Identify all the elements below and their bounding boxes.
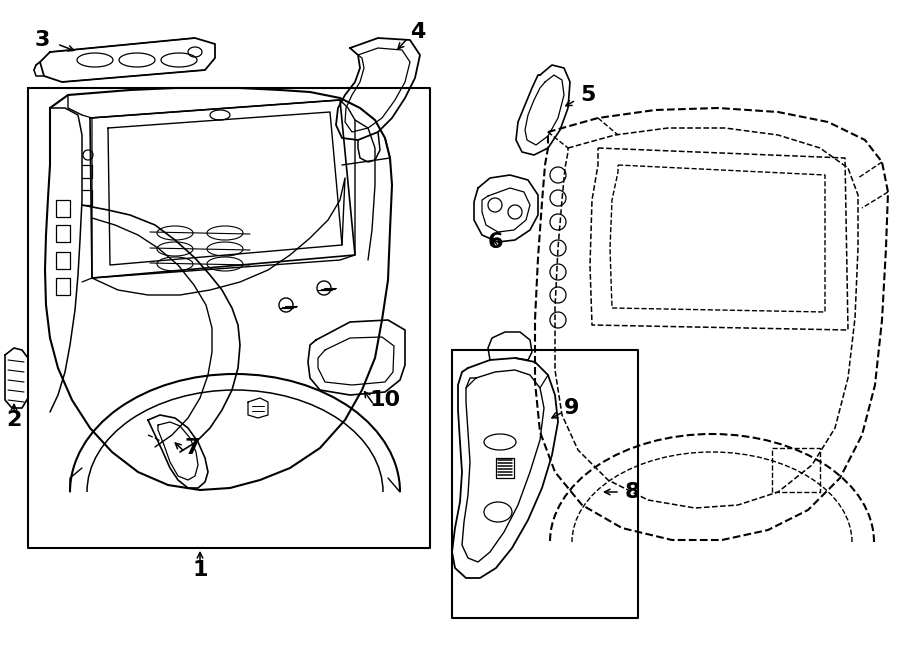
Text: 8: 8 <box>625 482 640 502</box>
Text: 10: 10 <box>369 390 400 410</box>
Text: 2: 2 <box>6 410 22 430</box>
Text: 6: 6 <box>487 232 503 252</box>
Text: 4: 4 <box>410 22 426 42</box>
Text: 9: 9 <box>564 398 580 418</box>
Text: 5: 5 <box>580 85 596 105</box>
Text: 3: 3 <box>34 30 50 50</box>
Text: 1: 1 <box>193 560 208 580</box>
Text: 7: 7 <box>184 438 200 458</box>
